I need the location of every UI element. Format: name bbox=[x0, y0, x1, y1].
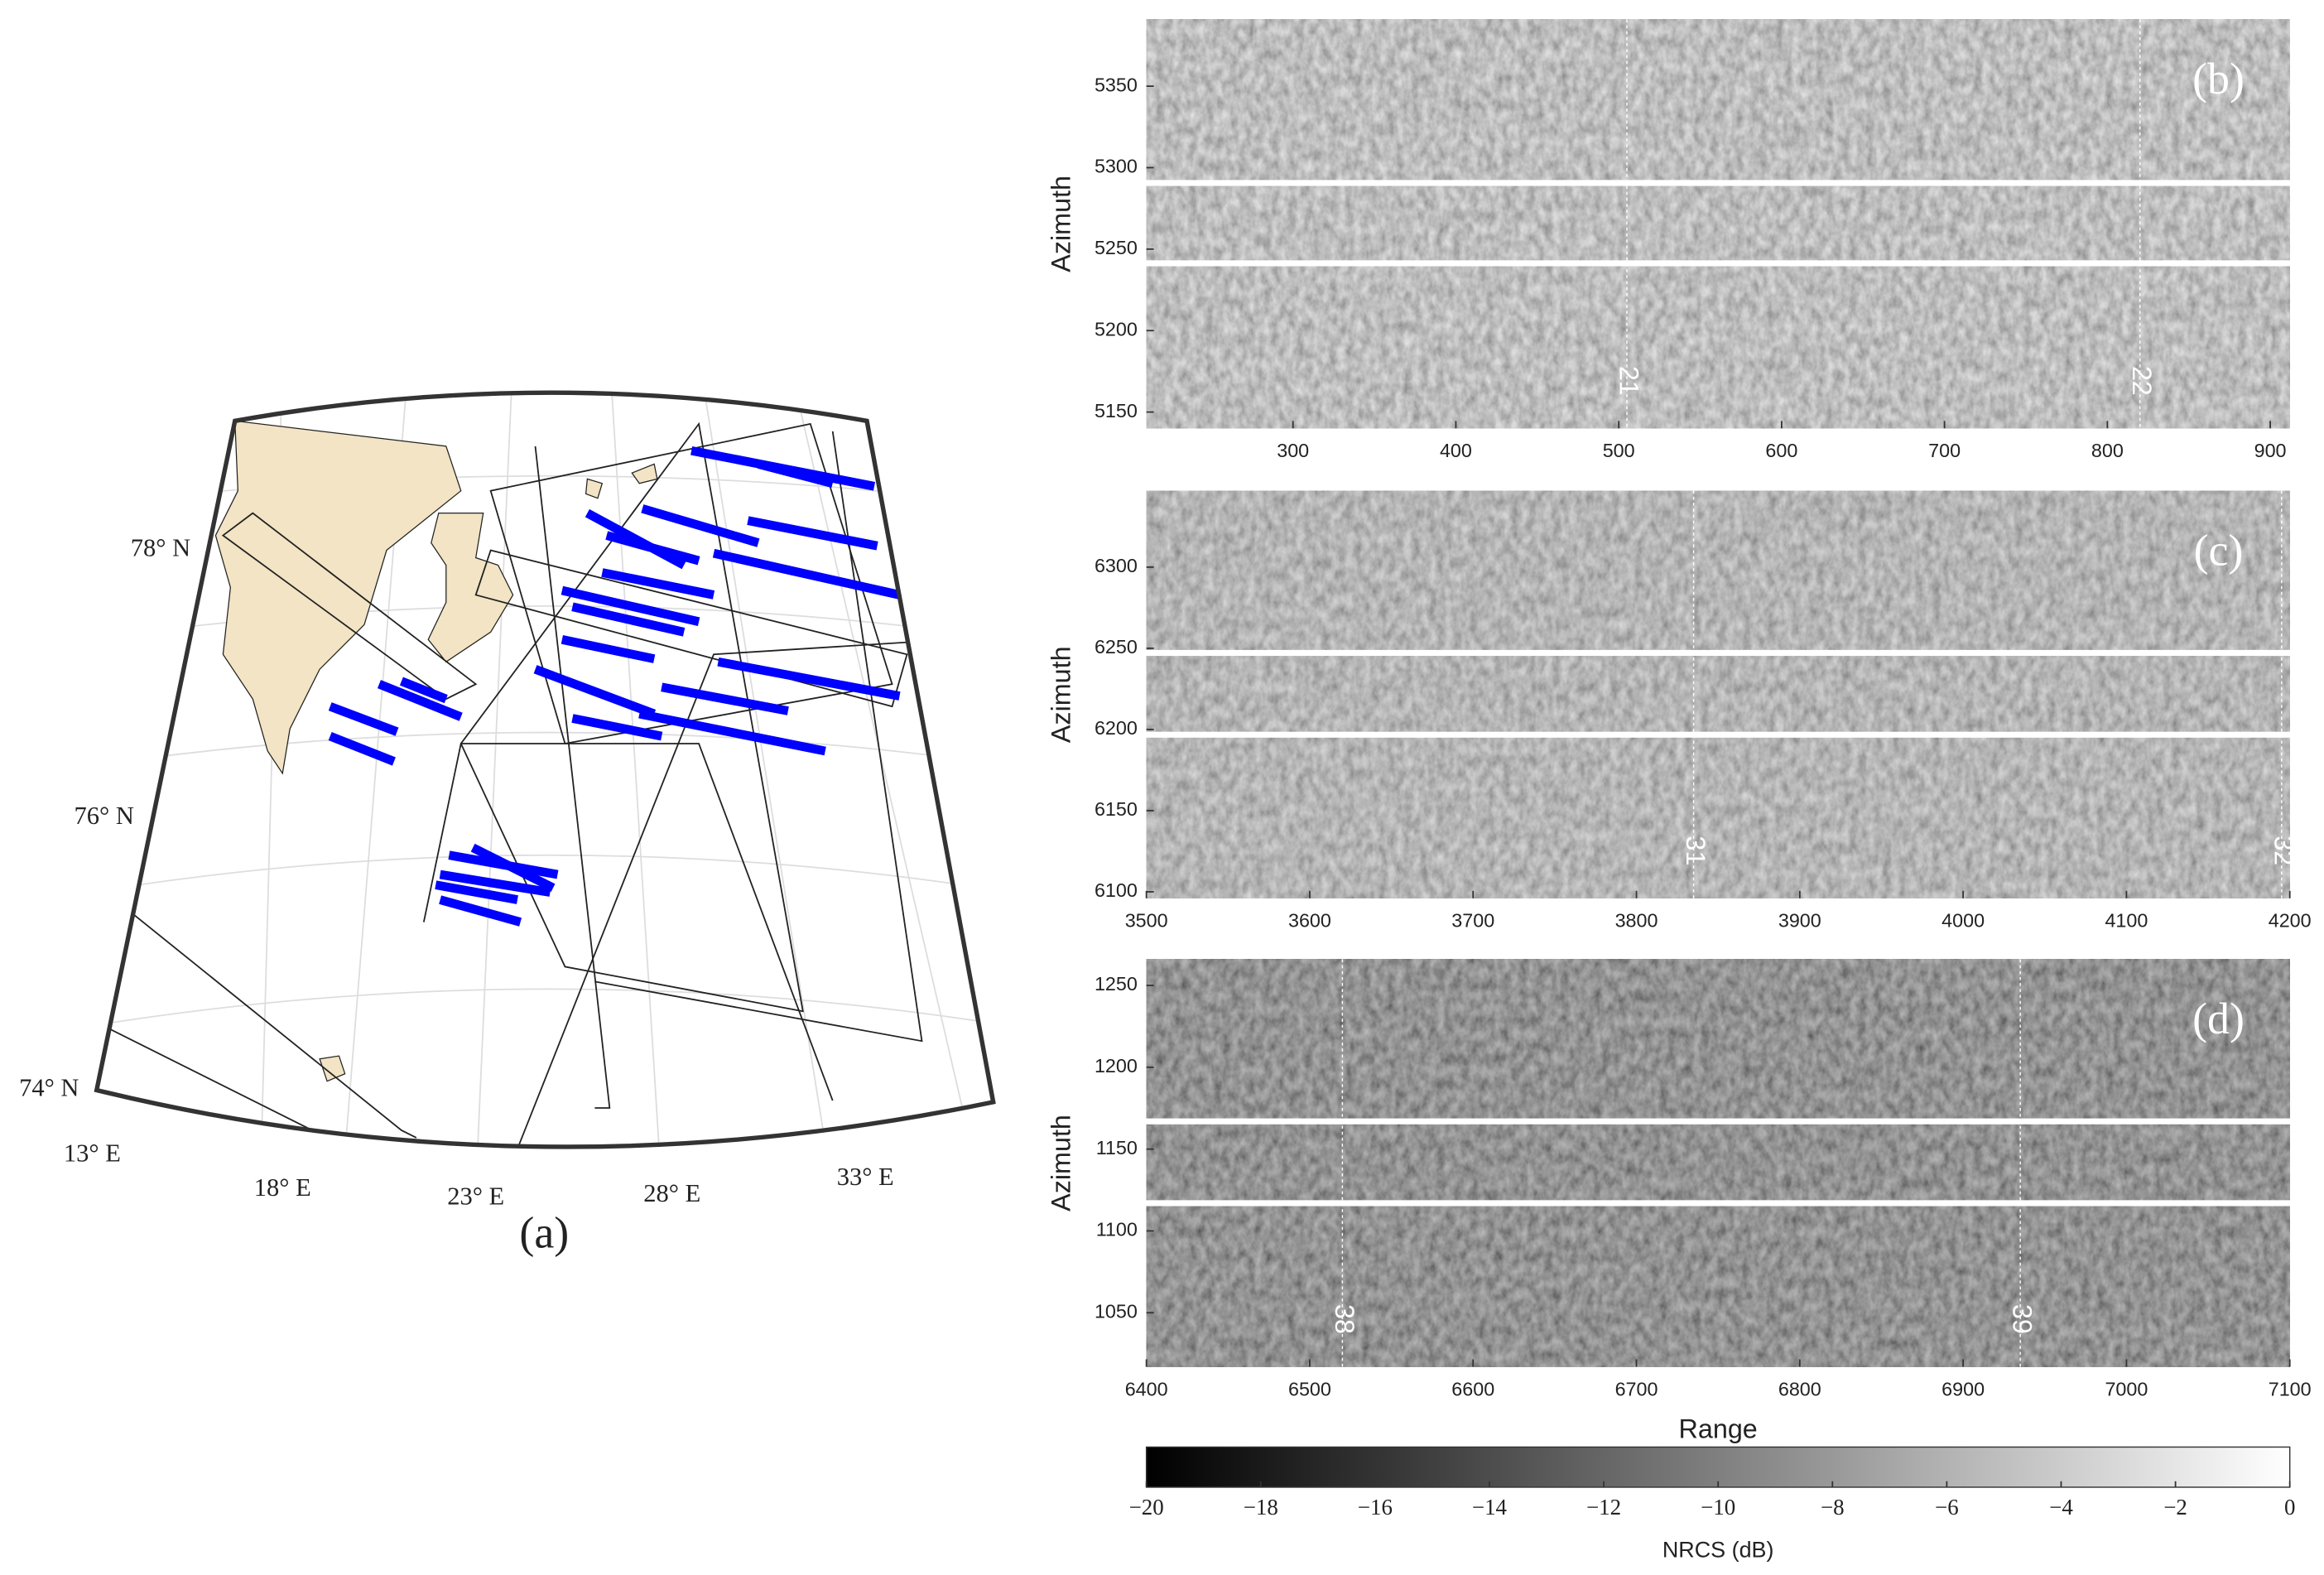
x-tick-label: 6800 bbox=[1778, 1378, 1821, 1399]
strip-gap bbox=[1143, 731, 2293, 738]
sar-image bbox=[1146, 959, 2290, 1367]
marker-label: 22 bbox=[2127, 366, 2157, 396]
land bbox=[214, 420, 658, 1082]
x-axis-label: Range bbox=[1679, 1414, 1758, 1443]
x-tick-label: 4000 bbox=[1941, 910, 1985, 932]
panel-label: (d) bbox=[2192, 994, 2245, 1043]
graticule bbox=[96, 393, 994, 1147]
y-tick-label: 6150 bbox=[1095, 798, 1138, 820]
lat-label: 78° N bbox=[131, 534, 190, 562]
marker-label: 31 bbox=[1681, 836, 1711, 865]
strip-gap bbox=[1143, 1118, 2293, 1125]
colorbar-tick-label: −10 bbox=[1701, 1495, 1735, 1520]
sar-tracks bbox=[328, 446, 901, 927]
y-tick-label: 1050 bbox=[1095, 1300, 1138, 1322]
x-tick-label: 800 bbox=[2091, 440, 2124, 461]
colorbar-tick-label: −18 bbox=[1244, 1495, 1278, 1520]
x-tick-label: 7100 bbox=[2269, 1378, 2312, 1399]
colorbar-tick-label: −2 bbox=[2163, 1495, 2187, 1520]
swaths bbox=[103, 421, 952, 1147]
y-tick-label: 1150 bbox=[1096, 1137, 1138, 1158]
marker-label: 38 bbox=[1330, 1304, 1359, 1334]
x-tick-label: 6700 bbox=[1615, 1378, 1658, 1399]
map-body bbox=[96, 393, 994, 1147]
y-axis-label: Azimuth bbox=[1047, 1115, 1076, 1211]
x-tick-label: 400 bbox=[1440, 440, 1472, 461]
colorbar-tick-label: −4 bbox=[2049, 1495, 2073, 1520]
colorbar bbox=[1145, 1446, 2291, 1488]
x-tick-label: 3500 bbox=[1125, 910, 1168, 932]
y-tick-label: 1200 bbox=[1095, 1055, 1138, 1076]
marker-label: 21 bbox=[1614, 366, 1643, 396]
map: 78° N 76° N 74° N 13° E 18° E 23° E 28° … bbox=[19, 390, 996, 1258]
x-tick-label: 500 bbox=[1603, 440, 1635, 461]
lat-label: 76° N bbox=[75, 802, 134, 830]
x-tick-label: 6400 bbox=[1125, 1378, 1168, 1399]
strip-gap bbox=[1143, 649, 2293, 657]
y-tick-label: 5350 bbox=[1095, 74, 1138, 95]
strip-gap bbox=[1143, 180, 2293, 186]
panel-label: (c) bbox=[2194, 525, 2244, 575]
x-tick-label: 900 bbox=[2254, 440, 2287, 461]
lon-label: 33° E bbox=[837, 1163, 894, 1191]
x-tick-label: 4200 bbox=[2269, 910, 2312, 932]
y-tick-label: 1100 bbox=[1096, 1219, 1138, 1240]
x-tick-label: 600 bbox=[1765, 440, 1797, 461]
marker-label: 39 bbox=[2008, 1304, 2038, 1334]
colorbar-label: NRCS (dB) bbox=[1662, 1537, 1774, 1562]
map-frame bbox=[94, 390, 996, 1149]
x-tick-label: 6900 bbox=[1941, 1378, 1985, 1399]
marker-label: 32 bbox=[2269, 836, 2298, 865]
lon-label: 18° E bbox=[254, 1173, 311, 1202]
sar-image bbox=[1146, 19, 2290, 429]
x-tick-label: 3700 bbox=[1451, 910, 1494, 932]
colorbar-tick-label: −8 bbox=[1821, 1495, 1845, 1520]
map-labels: 78° N 76° N 74° N 13° E 18° E 23° E 28° … bbox=[19, 534, 894, 1258]
y-tick-label: 6250 bbox=[1095, 636, 1138, 657]
y-axis-label: Azimuth bbox=[1047, 176, 1076, 272]
y-axis-label: Azimuth bbox=[1047, 646, 1076, 743]
y-tick-label: 5300 bbox=[1095, 156, 1138, 177]
colorbar-tick-label: 0 bbox=[2284, 1495, 2295, 1520]
x-tick-label: 3800 bbox=[1615, 910, 1658, 932]
lat-label: 74° N bbox=[19, 1073, 79, 1101]
colorbar-tick-label: −16 bbox=[1358, 1495, 1393, 1520]
lon-label: 23° E bbox=[447, 1182, 504, 1211]
x-tick-label: 6500 bbox=[1288, 1378, 1331, 1399]
colorbar-tick-label: −6 bbox=[1935, 1495, 1959, 1520]
x-tick-label: 7000 bbox=[2105, 1378, 2148, 1399]
panel-label: (a) bbox=[519, 1208, 569, 1258]
lon-label: 13° E bbox=[64, 1139, 121, 1167]
x-tick-label: 700 bbox=[1928, 440, 1961, 461]
sar-image bbox=[1146, 490, 2290, 898]
x-tick-label: 4100 bbox=[2105, 910, 2148, 932]
y-tick-label: 1250 bbox=[1095, 973, 1138, 995]
x-tick-label: 300 bbox=[1277, 440, 1309, 461]
panel-label: (b) bbox=[2192, 54, 2245, 104]
y-tick-label: 6100 bbox=[1095, 879, 1138, 901]
y-tick-label: 5200 bbox=[1095, 318, 1138, 340]
lon-label: 28° E bbox=[643, 1179, 700, 1207]
colorbar-tick-label: −14 bbox=[1472, 1495, 1508, 1520]
x-tick-label: 3600 bbox=[1288, 910, 1331, 932]
y-tick-label: 5250 bbox=[1095, 237, 1138, 258]
x-tick-label: 3900 bbox=[1778, 910, 1821, 932]
y-tick-label: 6300 bbox=[1095, 555, 1138, 576]
y-tick-label: 6200 bbox=[1095, 717, 1138, 739]
colorbar-tick-label: −20 bbox=[1129, 1495, 1164, 1520]
strip-gap bbox=[1143, 1200, 2293, 1207]
y-tick-label: 5150 bbox=[1095, 400, 1138, 421]
strip-gap bbox=[1143, 260, 2293, 267]
colorbar-tick-label: −12 bbox=[1586, 1495, 1621, 1520]
x-tick-label: 6600 bbox=[1451, 1378, 1494, 1399]
